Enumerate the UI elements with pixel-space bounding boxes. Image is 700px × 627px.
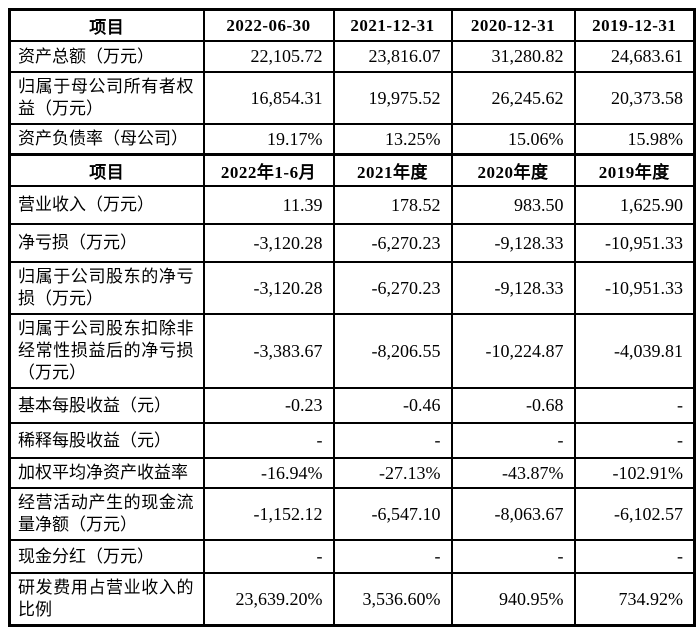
cell-value: -6,270.23 <box>332 223 453 263</box>
cell-value: -6,547.10 <box>332 487 453 541</box>
cell-value: 983.50 <box>450 185 576 225</box>
cell-value: -102.91% <box>573 457 696 489</box>
row-label: 现金分红（万元） <box>8 539 205 574</box>
cell-value: - <box>573 422 696 459</box>
cell-value: -0.46 <box>332 387 453 424</box>
cell-value: -3,120.28 <box>202 261 335 315</box>
cell-value: -10,951.33 <box>573 261 696 315</box>
row-label: 归属于母公司所有者权益（万元） <box>8 71 205 125</box>
cell-value: -8,063.67 <box>450 487 576 541</box>
column-header-period-2021: 2021年度 <box>332 153 453 187</box>
cell-value: 15.06% <box>450 123 576 156</box>
cell-value: -8,206.55 <box>332 313 453 389</box>
column-header-period-2022h1: 2022年1-6月 <box>202 153 335 187</box>
cell-value: -9,128.33 <box>450 261 576 315</box>
row-label: 资产负债率（母公司） <box>8 123 205 156</box>
cell-value: -6,270.23 <box>332 261 453 315</box>
cell-value: - <box>332 422 453 459</box>
cell-value: - <box>332 539 453 574</box>
cell-value: 16,854.31 <box>202 71 335 125</box>
cell-value: -43.87% <box>450 457 576 489</box>
cell-value: 11.39 <box>202 185 335 225</box>
row-label: 净亏损（万元） <box>8 223 205 263</box>
table-row-parent-equity: 归属于母公司所有者权益（万元） 16,854.31 19,975.52 26,2… <box>8 71 696 125</box>
table-row-net-loss-to-shareholders: 归属于公司股东的净亏损（万元） -3,120.28 -6,270.23 -9,1… <box>8 261 696 315</box>
row-label: 稀释每股收益（元） <box>8 422 205 459</box>
table-row-net-loss: 净亏损（万元） -3,120.28 -6,270.23 -9,128.33 -1… <box>8 223 696 263</box>
cell-value: 31,280.82 <box>450 40 576 73</box>
cell-value: 26,245.62 <box>450 71 576 125</box>
cell-value: - <box>573 387 696 424</box>
row-label: 资产总额（万元） <box>8 40 205 73</box>
table-row-diluted-eps: 稀释每股收益（元） - - - - <box>8 422 696 459</box>
cell-value: 24,683.61 <box>573 40 696 73</box>
cell-value: -10,224.87 <box>450 313 576 389</box>
table-row-net-loss-excl-nonrecurring: 归属于公司股东扣除非经常性损益后的净亏损（万元） -3,383.67 -8,20… <box>8 313 696 389</box>
column-header-item: 项目 <box>8 8 205 42</box>
table-row-weighted-roe: 加权平均净资产收益率 -16.94% -27.13% -43.87% -102.… <box>8 457 696 489</box>
cell-value: 15.98% <box>573 123 696 156</box>
table-row-debt-ratio: 资产负债率（母公司） 19.17% 13.25% 15.06% 15.98% <box>8 123 696 156</box>
table-row-total-assets: 资产总额（万元） 22,105.72 23,816.07 31,280.82 2… <box>8 40 696 73</box>
cell-value: - <box>202 539 335 574</box>
cell-value: 19,975.52 <box>332 71 453 125</box>
cell-value: -6,102.57 <box>573 487 696 541</box>
cell-value: 20,373.58 <box>573 71 696 125</box>
row-label: 归属于公司股东的净亏损（万元） <box>8 261 205 315</box>
cell-value: - <box>573 539 696 574</box>
column-header-item: 项目 <box>8 153 205 187</box>
row-label: 归属于公司股东扣除非经常性损益后的净亏损（万元） <box>8 313 205 389</box>
cell-value: 1,625.90 <box>573 185 696 225</box>
table-row-operating-cash-flow: 经营活动产生的现金流量净额（万元） -1,152.12 -6,547.10 -8… <box>8 487 696 541</box>
cell-value: -0.23 <box>202 387 335 424</box>
cell-value: -1,152.12 <box>202 487 335 541</box>
section2-header-row: 项目 2022年1-6月 2021年度 2020年度 2019年度 <box>8 153 696 187</box>
column-header-date-2019-12-31: 2019-12-31 <box>573 8 696 42</box>
cell-value: -3,383.67 <box>202 313 335 389</box>
row-label: 经营活动产生的现金流量净额（万元） <box>8 487 205 541</box>
column-header-period-2019: 2019年度 <box>573 153 696 187</box>
cell-value: 23,816.07 <box>332 40 453 73</box>
cell-value: -16.94% <box>202 457 335 489</box>
cell-value: - <box>450 422 576 459</box>
column-header-period-2020: 2020年度 <box>450 153 576 187</box>
cell-value: -27.13% <box>332 457 453 489</box>
cell-value: 13.25% <box>332 123 453 156</box>
column-header-date-2022-06-30: 2022-06-30 <box>202 8 335 42</box>
cell-value: 22,105.72 <box>202 40 335 73</box>
row-label: 基本每股收益（元） <box>8 387 205 424</box>
section1-header-row: 项目 2022-06-30 2021-12-31 2020-12-31 2019… <box>8 8 696 42</box>
table-row-cash-dividend: 现金分红（万元） - - - - <box>8 539 696 574</box>
row-label: 加权平均净资产收益率 <box>8 457 205 489</box>
cell-value: 19.17% <box>202 123 335 156</box>
column-header-date-2021-12-31: 2021-12-31 <box>332 8 453 42</box>
column-header-date-2020-12-31: 2020-12-31 <box>450 8 576 42</box>
cell-value: -9,128.33 <box>450 223 576 263</box>
cell-value: -4,039.81 <box>573 313 696 389</box>
row-label: 营业收入（万元） <box>8 185 205 225</box>
cell-value: - <box>450 539 576 574</box>
cell-value: -10,951.33 <box>573 223 696 263</box>
financial-summary-table: 项目 2022-06-30 2021-12-31 2020-12-31 2019… <box>8 8 696 627</box>
cell-value: -0.68 <box>450 387 576 424</box>
table-row-revenue: 营业收入（万元） 11.39 178.52 983.50 1,625.90 <box>8 185 696 225</box>
cell-value: - <box>202 422 335 459</box>
cell-value: -3,120.28 <box>202 223 335 263</box>
cell-value: 178.52 <box>332 185 453 225</box>
table-row-basic-eps: 基本每股收益（元） -0.23 -0.46 -0.68 - <box>8 387 696 424</box>
